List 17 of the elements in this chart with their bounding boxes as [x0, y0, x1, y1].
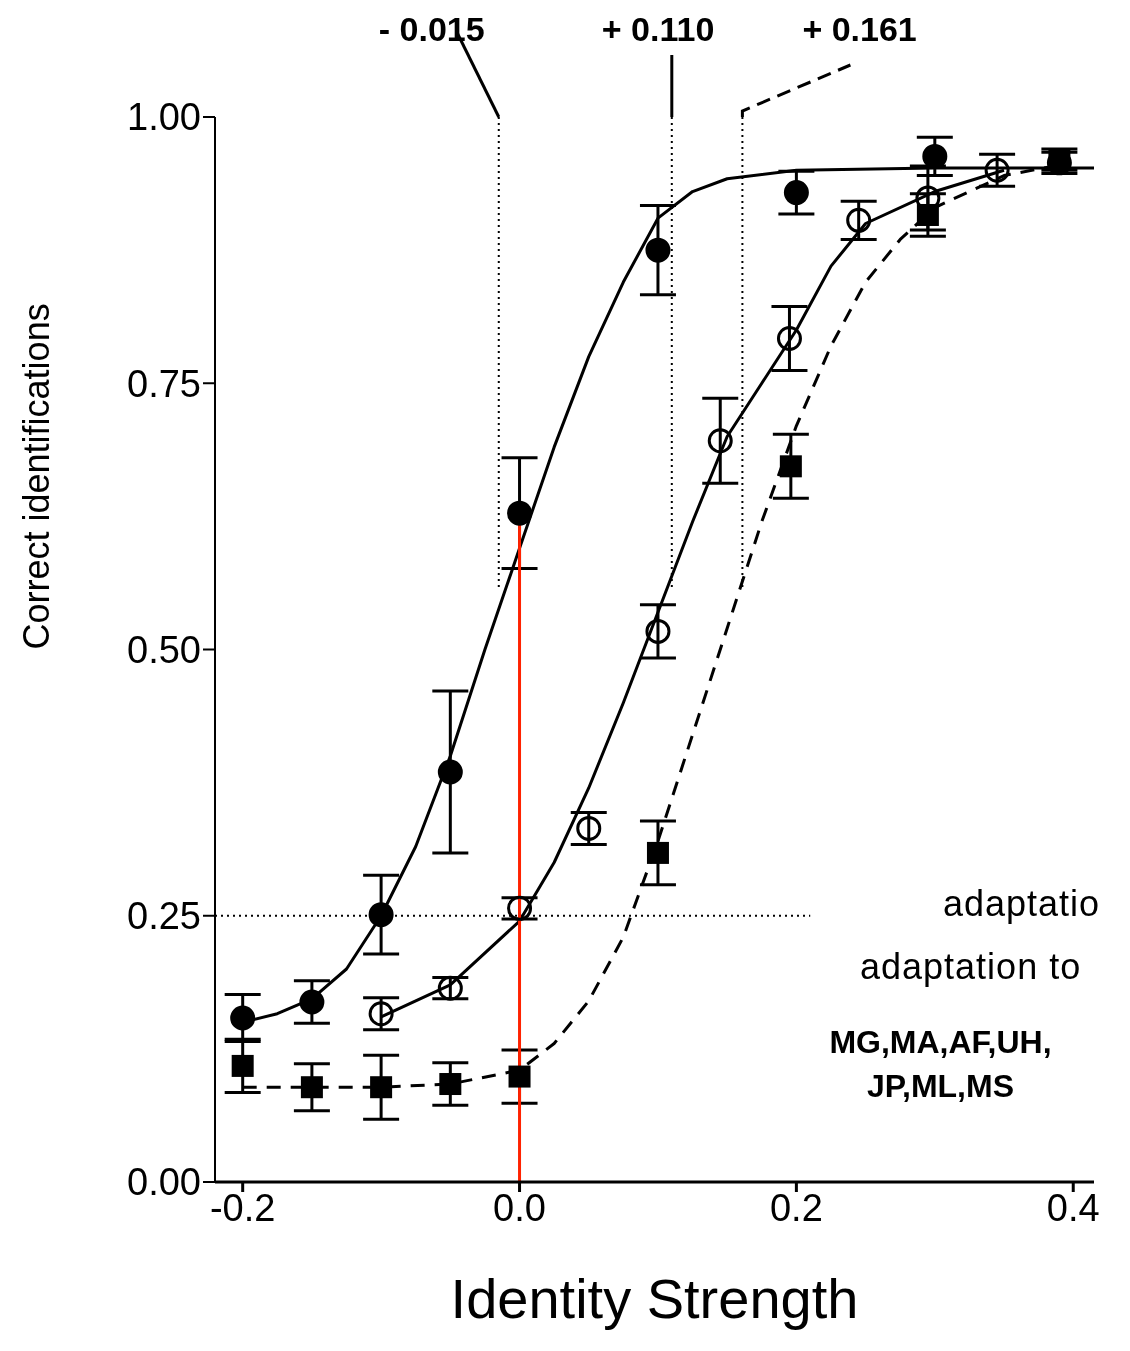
y-tick-label: 1.00	[127, 96, 201, 139]
x-tick-label: 0.2	[769, 1186, 823, 1229]
text: - 0.015	[378, 10, 485, 49]
x-tick-label: 0.0	[493, 1186, 546, 1229]
x-tick-label: 0.4	[1046, 1186, 1100, 1229]
annotation: adaptation to	[860, 946, 1082, 988]
annotation: MG,MA,AF,UH, JP,ML,MS	[828, 1023, 1053, 1106]
y-axis-title: Correct identifications	[15, 303, 57, 650]
x-tick-label: -0.2	[209, 1186, 276, 1229]
x-axis-title: Identity Strength	[450, 1267, 859, 1330]
annotation: adaptatio	[943, 883, 1101, 925]
text: + 0.110	[601, 10, 715, 49]
text: + 0.161	[802, 10, 917, 49]
y-tick-label: 0.00	[127, 1161, 201, 1204]
y-tick-label: 0.75	[127, 362, 201, 405]
y-tick-label: 0.50	[127, 628, 201, 671]
y-tick-label: 0.25	[127, 895, 201, 938]
